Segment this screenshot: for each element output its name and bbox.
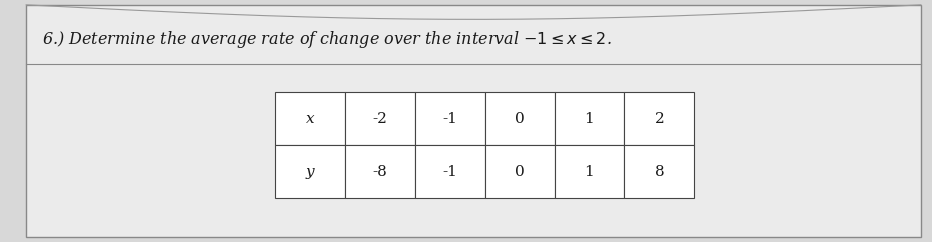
Bar <box>345 92 415 145</box>
Text: 2: 2 <box>654 112 665 126</box>
Bar <box>485 92 555 145</box>
Text: 0: 0 <box>514 165 525 179</box>
Bar <box>555 145 624 198</box>
Text: 8: 8 <box>654 165 665 179</box>
Bar <box>275 92 345 145</box>
Bar <box>485 145 555 198</box>
Text: 1: 1 <box>584 112 595 126</box>
Text: -2: -2 <box>373 112 387 126</box>
Text: y: y <box>306 165 314 179</box>
Text: x: x <box>306 112 314 126</box>
Bar <box>345 145 415 198</box>
Bar <box>415 92 485 145</box>
Bar <box>275 145 345 198</box>
Bar <box>415 145 485 198</box>
Text: -1: -1 <box>443 165 457 179</box>
Bar <box>624 145 694 198</box>
Text: 0: 0 <box>514 112 525 126</box>
Bar <box>624 92 694 145</box>
Bar <box>555 92 624 145</box>
Text: 1: 1 <box>584 165 595 179</box>
Text: -1: -1 <box>443 112 457 126</box>
Text: -8: -8 <box>373 165 387 179</box>
Text: 6.) Determine the average rate of change over the interval $-1 \leq x \leq 2$.: 6.) Determine the average rate of change… <box>42 29 611 50</box>
